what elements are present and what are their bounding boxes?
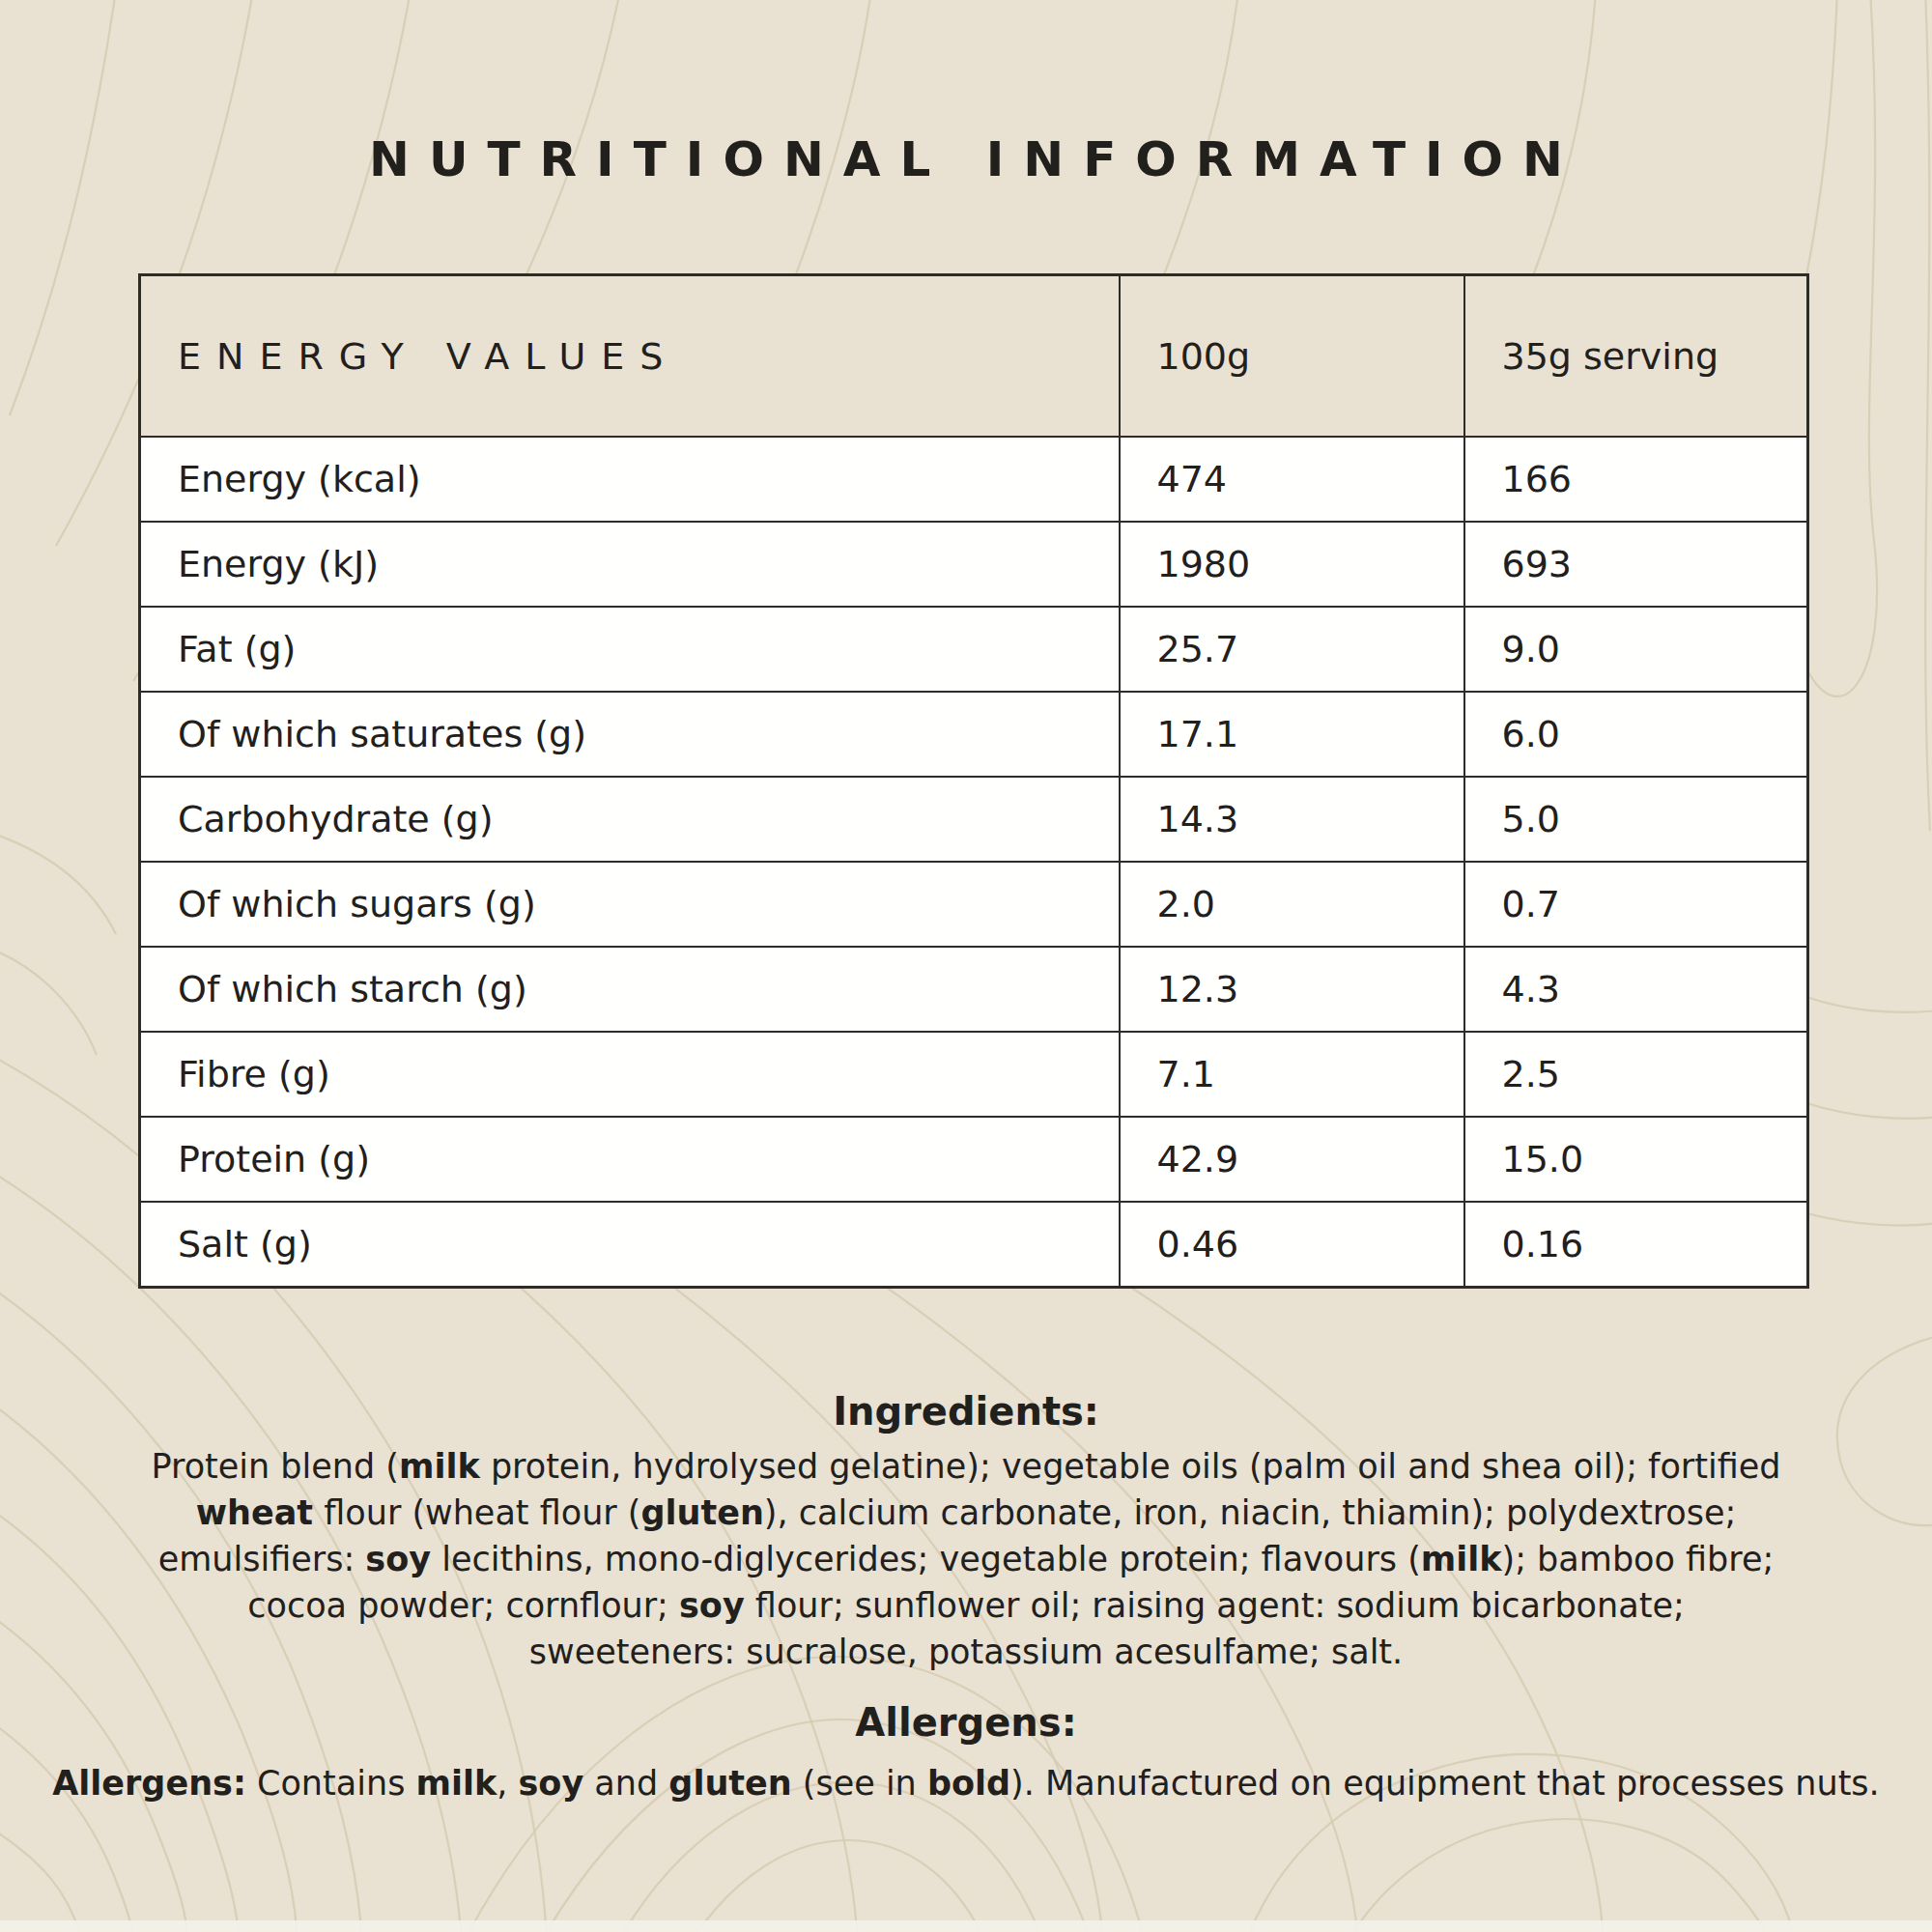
text-segment: ); bamboo fibre; bbox=[1502, 1540, 1775, 1578]
ingredients-paragraph: Protein blend (milk protein, hydrolysed … bbox=[0, 1443, 1932, 1675]
value-per-serving: 2.5 bbox=[1464, 1032, 1808, 1117]
value-per-100g: 25.7 bbox=[1120, 607, 1464, 692]
text-segment: Contains bbox=[246, 1764, 416, 1803]
ingredients-line: cocoa powder; cornflour; soy flour; sunf… bbox=[0, 1582, 1932, 1629]
value-per-100g: 7.1 bbox=[1120, 1032, 1464, 1117]
value-per-serving: 4.3 bbox=[1464, 947, 1808, 1032]
bold-text: milk bbox=[399, 1447, 480, 1486]
table-row: Fibre (g) 7.1 2.5 bbox=[140, 1032, 1808, 1117]
value-per-100g: 0.46 bbox=[1120, 1202, 1464, 1288]
ingredients-line: wheat flour (wheat flour (gluten), calci… bbox=[0, 1490, 1932, 1536]
ingredients-line: Protein blend (milk protein, hydrolysed … bbox=[0, 1443, 1932, 1490]
table-row: Carbohydrate (g) 14.3 5.0 bbox=[140, 777, 1808, 862]
value-per-serving: 0.16 bbox=[1464, 1202, 1808, 1288]
text-segment: ), calcium carbonate, iron, niacin, thia… bbox=[764, 1493, 1736, 1532]
text-segment: lecithins, mono-diglycerides; vegetable … bbox=[431, 1540, 1421, 1578]
column-header-35g-serving: 35g serving bbox=[1464, 275, 1808, 438]
bold-text: milk bbox=[416, 1764, 497, 1803]
allergens-heading: Allergens: bbox=[0, 1700, 1932, 1745]
text-segment: Protein blend ( bbox=[152, 1447, 399, 1486]
value-per-serving: 5.0 bbox=[1464, 777, 1808, 862]
table-header-row: ENERGY VALUES 100g 35g serving bbox=[140, 275, 1808, 438]
allergens-statement: Allergens: Contains milk, soy and gluten… bbox=[0, 1762, 1932, 1804]
bold-text: bold bbox=[927, 1764, 1010, 1803]
bottom-edge-strip bbox=[0, 1920, 1932, 1932]
value-per-serving: 0.7 bbox=[1464, 862, 1808, 947]
value-per-100g: 42.9 bbox=[1120, 1117, 1464, 1202]
text-segment: , bbox=[497, 1764, 518, 1803]
nutrient-label: Of which starch (g) bbox=[140, 947, 1120, 1032]
table-row: Protein (g) 42.9 15.0 bbox=[140, 1117, 1808, 1202]
text-segment: protein, hydrolysed gelatine); vegetable… bbox=[480, 1447, 1781, 1486]
value-per-100g: 12.3 bbox=[1120, 947, 1464, 1032]
nutrient-label: Of which saturates (g) bbox=[140, 692, 1120, 777]
nutrient-label: Fat (g) bbox=[140, 607, 1120, 692]
value-per-serving: 15.0 bbox=[1464, 1117, 1808, 1202]
text-segment: ). Manufactured on equipment that proces… bbox=[1010, 1764, 1880, 1803]
value-per-serving: 9.0 bbox=[1464, 607, 1808, 692]
value-per-serving: 166 bbox=[1464, 437, 1808, 522]
bold-text: gluten bbox=[668, 1764, 791, 1803]
text-segment: and bbox=[583, 1764, 668, 1803]
bold-text: soy bbox=[365, 1540, 431, 1578]
text-segment: sweeteners: sucralose, potassium acesulf… bbox=[529, 1633, 1403, 1671]
nutrition-label: NUTRITIONAL INFORMATION ENERGY VALUES 10… bbox=[0, 0, 1932, 1932]
nutrient-label: Energy (kJ) bbox=[140, 522, 1120, 607]
ingredients-heading: Ingredients: bbox=[0, 1389, 1932, 1434]
table-body: Energy (kcal) 474 166 Energy (kJ) 1980 6… bbox=[140, 437, 1808, 1288]
value-per-serving: 693 bbox=[1464, 522, 1808, 607]
value-per-100g: 14.3 bbox=[1120, 777, 1464, 862]
bold-text: gluten bbox=[641, 1493, 764, 1532]
nutrient-label: Fibre (g) bbox=[140, 1032, 1120, 1117]
bold-text: soy bbox=[519, 1764, 584, 1803]
nutrient-label: Energy (kcal) bbox=[140, 437, 1120, 522]
bold-text: wheat bbox=[196, 1493, 313, 1532]
bold-text: Allergens: bbox=[52, 1764, 246, 1803]
table-row: Energy (kJ) 1980 693 bbox=[140, 522, 1808, 607]
table-row: Energy (kcal) 474 166 bbox=[140, 437, 1808, 522]
nutrient-label: Of which sugars (g) bbox=[140, 862, 1120, 947]
table-row: Of which starch (g) 12.3 4.3 bbox=[140, 947, 1808, 1032]
value-per-100g: 1980 bbox=[1120, 522, 1464, 607]
nutrition-table: ENERGY VALUES 100g 35g serving Energy (k… bbox=[138, 273, 1809, 1289]
value-per-100g: 17.1 bbox=[1120, 692, 1464, 777]
table-row: Of which saturates (g) 17.1 6.0 bbox=[140, 692, 1808, 777]
text-segment: flour; sunflower oil; raising agent: sod… bbox=[745, 1586, 1685, 1625]
text-segment: (see in bbox=[792, 1764, 927, 1803]
column-header-energy-values: ENERGY VALUES bbox=[140, 275, 1120, 438]
text-segment: cocoa powder; cornflour; bbox=[247, 1586, 679, 1625]
table-row: Fat (g) 25.7 9.0 bbox=[140, 607, 1808, 692]
page-title: NUTRITIONAL INFORMATION bbox=[0, 131, 1932, 187]
table-row: Of which sugars (g) 2.0 0.7 bbox=[140, 862, 1808, 947]
text-segment: emulsifiers: bbox=[158, 1540, 366, 1578]
value-per-100g: 2.0 bbox=[1120, 862, 1464, 947]
ingredients-line: emulsifiers: soy lecithins, mono-diglyce… bbox=[0, 1536, 1932, 1582]
text-segment: flour (wheat flour ( bbox=[313, 1493, 640, 1532]
value-per-serving: 6.0 bbox=[1464, 692, 1808, 777]
table-row: Salt (g) 0.46 0.16 bbox=[140, 1202, 1808, 1288]
nutrient-label: Protein (g) bbox=[140, 1117, 1120, 1202]
value-per-100g: 474 bbox=[1120, 437, 1464, 522]
nutrient-label: Carbohydrate (g) bbox=[140, 777, 1120, 862]
nutrient-label: Salt (g) bbox=[140, 1202, 1120, 1288]
ingredients-line: sweeteners: sucralose, potassium acesulf… bbox=[0, 1629, 1932, 1675]
bold-text: milk bbox=[1421, 1540, 1502, 1578]
column-header-100g: 100g bbox=[1120, 275, 1464, 438]
table-header: ENERGY VALUES 100g 35g serving bbox=[140, 275, 1808, 438]
bold-text: soy bbox=[679, 1586, 745, 1625]
